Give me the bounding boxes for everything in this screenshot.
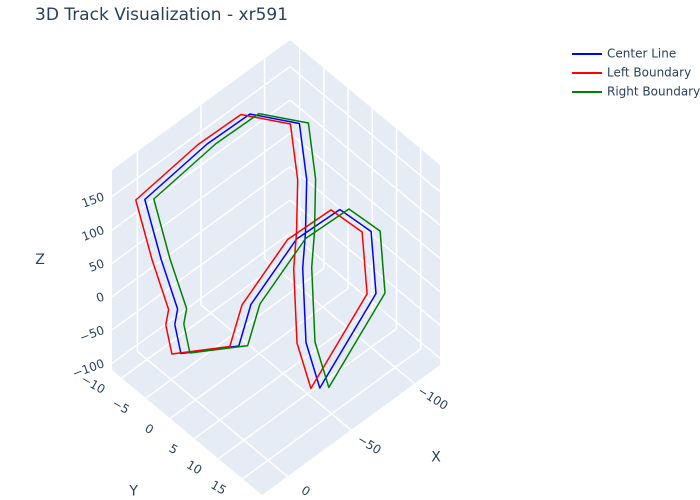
z-tick-label: 50 <box>87 256 106 274</box>
x-tick-label: −50 <box>355 432 384 457</box>
y-tick-label: 0 <box>142 421 156 437</box>
grid-line <box>289 66 441 193</box>
y-tick-label: 10 <box>184 458 204 478</box>
legend-label: Right Boundary <box>607 85 700 99</box>
grid-line <box>111 132 291 264</box>
grid-line <box>289 132 441 259</box>
grid-line <box>111 232 291 364</box>
z-tick-label: 150 <box>80 190 106 211</box>
x-tick-label: −100 <box>415 383 450 412</box>
chart-title: 3D Track Visualization - xr591 <box>35 5 288 25</box>
legend-label: Center Line <box>607 47 676 61</box>
grid-line <box>289 99 441 226</box>
x-tick-label: 0 <box>299 483 313 499</box>
z-axis-title: Z <box>35 252 45 268</box>
grid-line <box>289 232 441 359</box>
grid-line <box>242 348 422 480</box>
y-tick-label: 15 <box>208 478 228 498</box>
x-axis-title: X <box>431 450 441 466</box>
grid-line <box>111 66 291 198</box>
back-pane-x <box>290 40 440 365</box>
y-axis-title: Y <box>128 484 138 500</box>
grid-line <box>200 304 352 431</box>
y-tick-label: −5 <box>109 396 131 417</box>
grid-line <box>111 166 291 298</box>
grid-line <box>121 247 301 379</box>
grid-line <box>111 99 291 231</box>
grid-line <box>111 199 291 331</box>
z-tick-label: 100 <box>80 223 106 244</box>
grid-line <box>136 350 288 478</box>
grid-line <box>218 328 397 460</box>
grid-line <box>169 287 349 419</box>
y-tick-label: 5 <box>167 441 181 457</box>
z-tick-label: −50 <box>78 323 107 345</box>
track-line <box>153 112 386 389</box>
grid-line <box>193 307 373 440</box>
track-line <box>135 113 368 390</box>
legend-label: Left Boundary <box>607 66 691 80</box>
track-line <box>144 113 377 389</box>
z-tick-label: 0 <box>94 290 106 306</box>
grid-line <box>264 257 416 385</box>
